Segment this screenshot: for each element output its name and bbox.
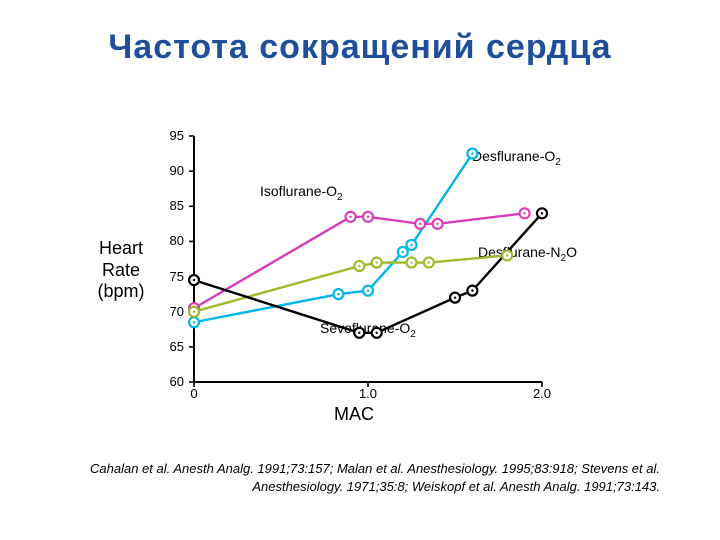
heart-rate-chart <box>188 130 548 388</box>
y-tick-75: 75 <box>152 269 184 284</box>
x-axis-label: MAC <box>172 404 536 425</box>
slide-root: { "title": "Частота сокращений сердца", … <box>0 0 720 540</box>
y-tick-95: 95 <box>152 128 184 143</box>
page-title: Частота сокращений сердца <box>0 28 720 67</box>
citation-text: Cahalan et al. Anesth Analg. 1991;73:157… <box>60 460 660 495</box>
x-tick-0: 0 <box>179 386 209 401</box>
y-tick-70: 70 <box>152 304 184 319</box>
y-tick-80: 80 <box>152 233 184 248</box>
y-tick-85: 85 <box>152 198 184 213</box>
x-tick-1: 1.0 <box>353 386 383 401</box>
x-tick-2: 2.0 <box>527 386 557 401</box>
y-tick-65: 65 <box>152 339 184 354</box>
y-tick-90: 90 <box>152 163 184 178</box>
